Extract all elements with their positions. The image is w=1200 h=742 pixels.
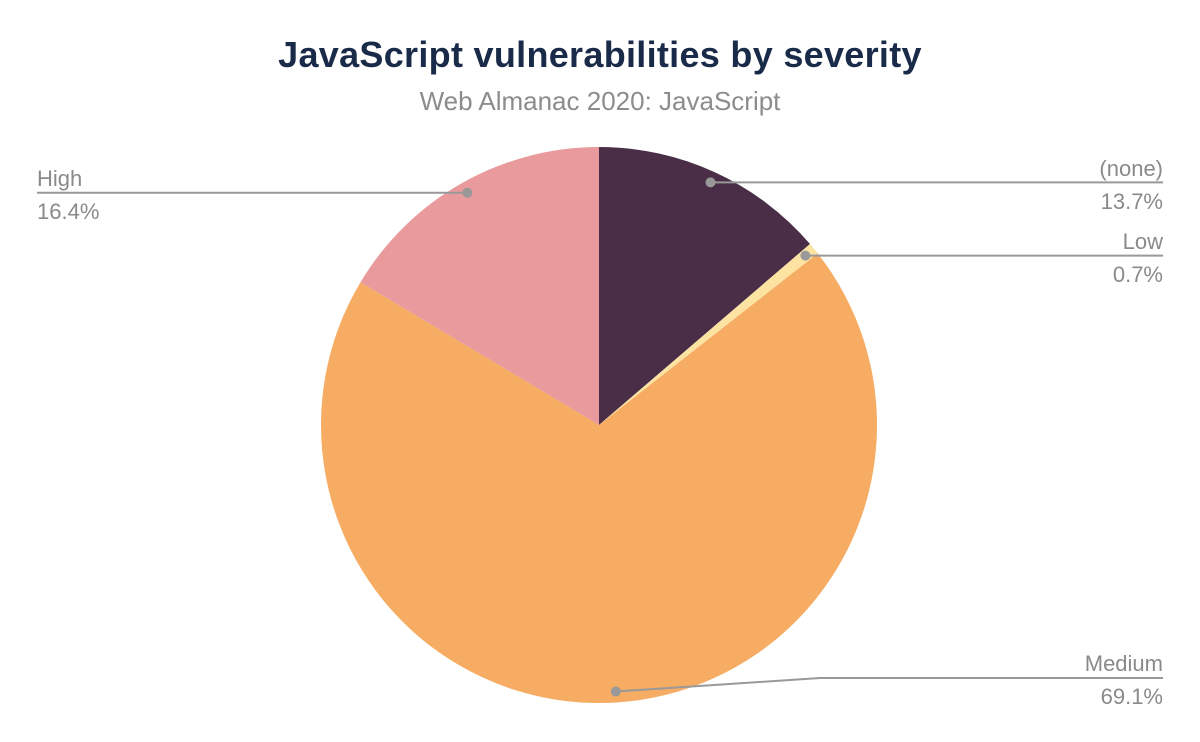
slice-label-none-name: (none) [1099, 156, 1163, 181]
connector-dot-medium [610, 686, 621, 697]
slice-label-low: Low 0.7% [1113, 229, 1163, 288]
slice-label-high-name: High [37, 166, 83, 191]
slice-label-low-name: Low [1122, 229, 1163, 254]
pie-slice-medium[interactable] [321, 253, 878, 704]
slice-label-medium-name: Medium [1084, 651, 1163, 676]
pie-slice-low[interactable] [599, 244, 818, 425]
slice-label-medium: Medium 69.1% [1085, 651, 1163, 710]
connector-line-medium [615, 677, 1163, 693]
chart-title: JavaScript vulnerabilities by severity [278, 34, 922, 75]
slice-label-none-value: 13.7% [1100, 189, 1163, 214]
slice-label-high-value: 16.4% [37, 199, 100, 224]
chart-subtitle: Web Almanac 2020: JavaScript [419, 86, 781, 116]
connector-dot-low [800, 250, 811, 261]
slice-label-medium-value: 69.1% [1100, 684, 1163, 709]
pie-slice-high[interactable] [360, 147, 600, 425]
slice-label-low-value: 0.7% [1112, 262, 1163, 287]
slice-label-none: (none) 13.7% [1099, 156, 1163, 215]
slice-label-high: High 16.4% [37, 166, 99, 225]
connector-dot-none [705, 177, 716, 188]
pie-slice-none[interactable] [599, 147, 810, 425]
connector-dot-high [462, 187, 473, 198]
